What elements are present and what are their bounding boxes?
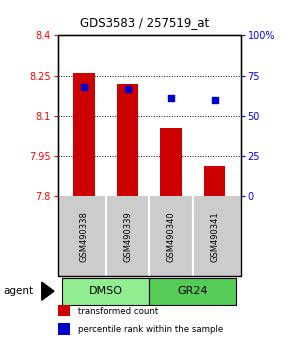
Text: percentile rank within the sample: percentile rank within the sample xyxy=(78,325,224,334)
Text: GDS3583 / 257519_at: GDS3583 / 257519_at xyxy=(80,16,210,29)
Point xyxy=(212,97,217,103)
Bar xyxy=(204,166,225,196)
Bar xyxy=(160,128,182,196)
Text: DMSO: DMSO xyxy=(89,286,123,296)
Text: GSM490341: GSM490341 xyxy=(210,211,219,262)
Bar xyxy=(149,278,236,305)
Bar xyxy=(73,73,95,196)
Point xyxy=(82,84,86,90)
Bar xyxy=(62,278,149,305)
Text: transformed count: transformed count xyxy=(78,307,159,316)
Point xyxy=(169,95,173,101)
Text: GR24: GR24 xyxy=(177,286,208,296)
Text: agent: agent xyxy=(3,286,33,296)
Text: GSM490339: GSM490339 xyxy=(123,211,132,262)
Bar xyxy=(117,84,138,196)
Text: GSM490338: GSM490338 xyxy=(79,211,89,262)
Polygon shape xyxy=(42,282,54,300)
Point xyxy=(125,86,130,91)
Text: GSM490340: GSM490340 xyxy=(166,211,176,262)
